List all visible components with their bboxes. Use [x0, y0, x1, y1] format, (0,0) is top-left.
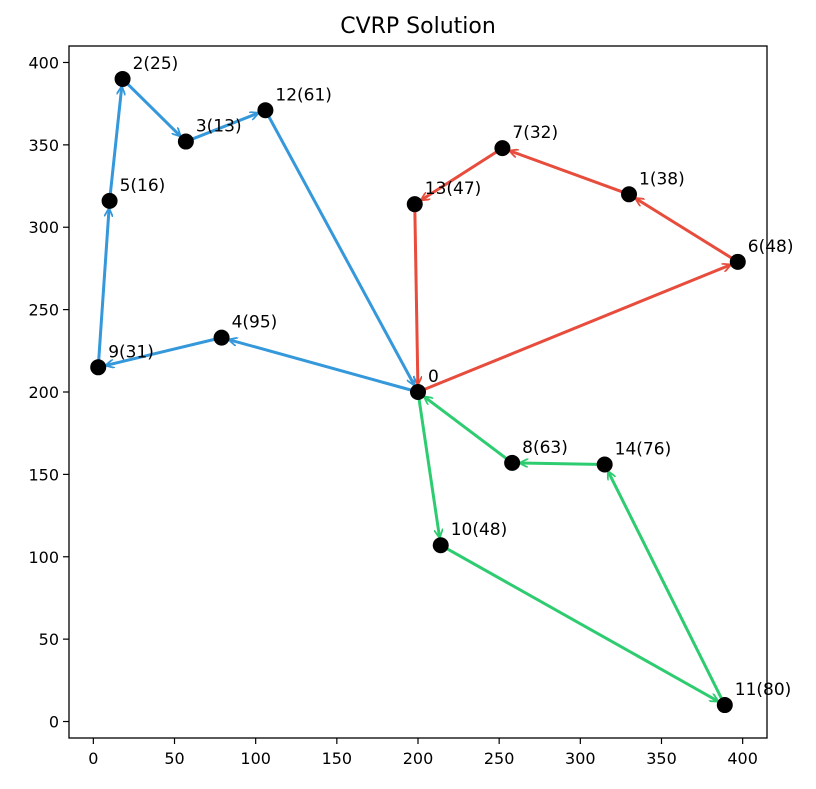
node-point-5	[101, 192, 118, 209]
routes-layer	[96, 77, 739, 706]
node-label-8: 8(63)	[522, 438, 568, 458]
route-3-edge-14-to-8	[520, 463, 605, 465]
y-tick-label: 0	[49, 713, 59, 732]
x-tick-label: 300	[565, 749, 596, 768]
node-point-0	[410, 384, 426, 400]
x-tick-label: 400	[727, 749, 758, 768]
y-axis: 0 50 100 150 200 250 300 350 400	[28, 53, 69, 732]
node-label-11: 11(80)	[735, 680, 792, 700]
node-label-6: 6(48)	[748, 237, 794, 257]
node-label-7: 7(32)	[512, 123, 558, 143]
node-point-13	[406, 196, 423, 213]
node-labels-layer: 0 1(38) 2(25) 3(13) 4(95) 5(16) 6(48) 7(32) 8(63…	[108, 54, 793, 700]
route-2-edge-2-to-3	[121, 77, 181, 136]
x-tick-label: 200	[403, 749, 434, 768]
node-label-14: 14(76)	[615, 439, 672, 459]
node-label-4: 4(95)	[232, 313, 278, 333]
y-tick-label: 100	[28, 548, 59, 567]
y-tick-label: 50	[39, 630, 59, 649]
y-tick-label: 300	[28, 218, 59, 237]
node-label-13: 13(47)	[425, 179, 482, 199]
y-tick-label: 350	[28, 136, 59, 155]
node-point-6	[729, 253, 746, 270]
x-axis: 0 50 100 150 200 250 300 350 400	[88, 738, 758, 768]
node-point-4	[213, 329, 230, 346]
route-3-edge-11-to-14	[606, 472, 727, 706]
route-3-edge-8-to-0	[424, 397, 514, 465]
x-tick-label: 350	[646, 749, 677, 768]
node-point-7	[494, 140, 511, 157]
route-3-edge-0-to-10	[416, 391, 440, 537]
y-tick-label: 400	[28, 53, 59, 72]
route-1-edge-1-to-7	[510, 151, 630, 196]
x-tick-label: 0	[88, 749, 98, 768]
node-point-1	[621, 186, 638, 203]
node-point-11	[716, 697, 733, 714]
route-3-edge-10-to-11	[439, 543, 718, 701]
route-2-edge-5-to-2	[108, 87, 122, 202]
node-label-12: 12(61)	[275, 85, 332, 105]
node-label-2: 2(25)	[133, 54, 179, 74]
route-2-edge-12-to-0	[264, 109, 414, 385]
node-point-8	[504, 454, 521, 471]
x-tick-label: 50	[164, 749, 184, 768]
node-point-14	[596, 456, 613, 473]
route-1-edge-6-to-1	[636, 199, 739, 264]
route-1-edge-0-to-6	[417, 265, 730, 394]
route-1-edge-13-to-0	[415, 204, 418, 384]
node-point-10	[432, 537, 449, 554]
node-point-12	[257, 102, 274, 119]
route-2-edge-3-to-12	[185, 113, 258, 143]
route-2-edge-9-to-5	[96, 209, 109, 368]
node-label-1: 1(38)	[639, 169, 685, 189]
node-point-3	[177, 133, 194, 150]
x-tick-label: 100	[240, 749, 271, 768]
y-tick-label: 250	[28, 301, 59, 320]
node-label-10: 10(48)	[451, 520, 508, 540]
x-tick-label: 150	[322, 749, 353, 768]
y-tick-label: 150	[28, 465, 59, 484]
node-point-9	[90, 359, 107, 376]
y-tick-label: 200	[28, 383, 59, 402]
route-1-edge-7-to-13	[421, 146, 504, 200]
node-label-5: 5(16)	[120, 176, 166, 196]
x-tick-label: 250	[484, 749, 515, 768]
node-point-2	[114, 70, 131, 87]
node-label-9: 9(31)	[108, 342, 154, 362]
chart-title: CVRP Solution	[340, 14, 496, 39]
node-label-3: 3(13)	[196, 117, 242, 137]
nodes-layer	[90, 70, 746, 714]
route-2-edge-0-to-4	[229, 340, 419, 394]
route-2-edge-4-to-9	[106, 336, 222, 366]
node-label-0: 0	[428, 367, 439, 387]
